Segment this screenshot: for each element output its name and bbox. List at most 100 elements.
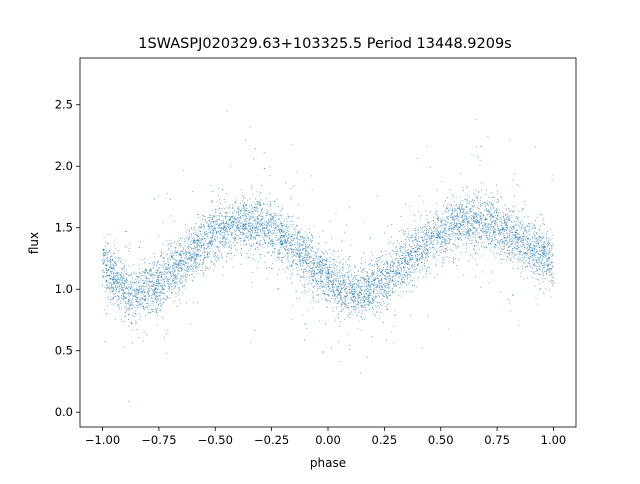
- data-point: [548, 242, 550, 244]
- data-point: [260, 229, 262, 231]
- data-point: [109, 256, 111, 257]
- data-point: [108, 251, 110, 253]
- data-point: [420, 245, 422, 247]
- data-point: [497, 230, 499, 232]
- data-point: [484, 219, 486, 221]
- data-point: [484, 222, 486, 224]
- data-point: [134, 306, 136, 308]
- data-point: [330, 300, 332, 302]
- data-point: [466, 185, 468, 187]
- data-point: [476, 213, 478, 215]
- data-point: [243, 210, 245, 212]
- data-point: [514, 225, 516, 227]
- data-point: [521, 257, 523, 259]
- data-point: [197, 239, 199, 241]
- data-point: [456, 225, 458, 226]
- data-point: [266, 222, 268, 224]
- data-point: [159, 286, 161, 288]
- data-point: [236, 226, 238, 228]
- data-point: [382, 295, 384, 297]
- data-point: [467, 231, 469, 233]
- data-point: [534, 254, 536, 256]
- data-point: [452, 230, 454, 232]
- data-point: [158, 288, 160, 290]
- data-point: [468, 196, 470, 198]
- data-point: [455, 215, 457, 217]
- data-point: [333, 281, 335, 283]
- data-point: [343, 318, 345, 320]
- data-point: [444, 224, 446, 226]
- data-point: [405, 262, 407, 264]
- data-point: [403, 252, 405, 254]
- data-point: [390, 331, 392, 333]
- data-point: [361, 305, 363, 307]
- data-point: [113, 260, 115, 262]
- data-point: [183, 275, 185, 276]
- data-point: [187, 248, 189, 249]
- data-point: [179, 278, 181, 280]
- data-point: [143, 305, 145, 307]
- data-point: [530, 247, 532, 248]
- data-point: [331, 280, 333, 281]
- data-point: [515, 254, 517, 256]
- data-point: [550, 268, 552, 270]
- data-point: [112, 290, 114, 292]
- data-point: [273, 212, 275, 214]
- data-point: [453, 225, 455, 227]
- data-point: [111, 271, 113, 273]
- data-point: [302, 265, 304, 266]
- data-point: [244, 197, 246, 199]
- data-point: [254, 235, 256, 237]
- data-point: [350, 299, 352, 301]
- data-point: [434, 230, 436, 232]
- data-point: [250, 245, 252, 247]
- data-point: [115, 275, 117, 277]
- data-point: [261, 184, 263, 186]
- data-point: [518, 250, 520, 252]
- data-point: [536, 250, 538, 252]
- data-point: [410, 236, 412, 238]
- data-point: [506, 235, 508, 237]
- data-point: [478, 214, 480, 216]
- data-point: [415, 259, 417, 261]
- data-point: [508, 216, 510, 218]
- data-point: [303, 284, 305, 286]
- data-point: [413, 277, 415, 279]
- data-point: [215, 260, 217, 262]
- data-point: [206, 242, 208, 244]
- data-point: [349, 313, 351, 315]
- data-point: [186, 301, 188, 303]
- data-point: [128, 301, 130, 303]
- data-point: [281, 206, 283, 207]
- data-point: [449, 240, 451, 242]
- data-point: [338, 293, 340, 295]
- data-point: [367, 299, 369, 301]
- data-point: [241, 195, 243, 197]
- data-point: [303, 270, 304, 272]
- data-point: [201, 264, 203, 266]
- data-point: [453, 231, 455, 233]
- data-point: [286, 226, 288, 228]
- data-point: [268, 214, 270, 216]
- data-point: [489, 216, 491, 218]
- data-point: [123, 346, 125, 348]
- data-point: [214, 216, 215, 217]
- data-point: [505, 208, 507, 210]
- data-point: [128, 289, 129, 291]
- data-point: [204, 215, 206, 217]
- data-point: [301, 245, 303, 246]
- data-point: [219, 241, 221, 243]
- data-point: [363, 307, 365, 308]
- data-point: [408, 261, 409, 263]
- data-point: [340, 321, 342, 323]
- data-point: [256, 241, 258, 243]
- data-point: [468, 234, 470, 236]
- data-point: [363, 221, 365, 223]
- data-point: [113, 279, 115, 281]
- data-point: [375, 277, 377, 279]
- data-point: [474, 228, 476, 230]
- data-point: [440, 229, 442, 231]
- data-point: [120, 260, 122, 262]
- data-point: [216, 256, 218, 258]
- data-point: [329, 248, 331, 250]
